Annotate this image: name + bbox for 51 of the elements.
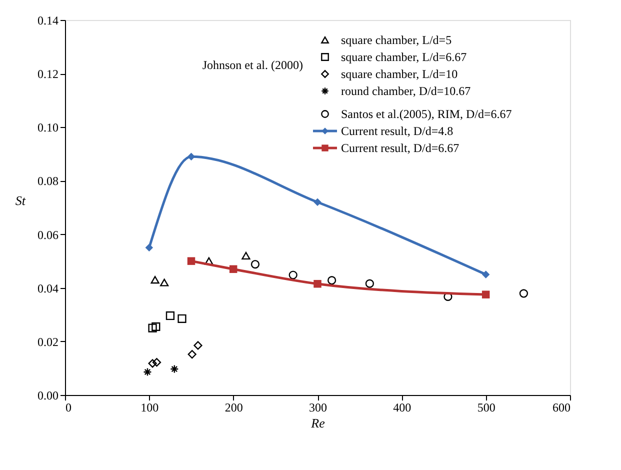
point [328,276,336,285]
legend-label: square chamber, L/d=5 [341,33,452,47]
point [242,252,250,260]
y-tick-label: 0.10 [38,120,58,135]
y-tick-label: 0.14 [38,14,58,28]
point [150,276,160,284]
y-tick-label: 0.12 [38,67,58,82]
x-tick-label: 200 [224,400,243,414]
point [204,257,214,265]
point [519,289,528,298]
point [229,265,238,273]
point [178,314,186,323]
x-tick-label: 300 [309,400,327,414]
point [143,368,152,376]
legend-label: Current result, D/d=6.67 [341,141,460,155]
y-tick-label: 0.04 [38,281,58,296]
point [314,280,322,288]
point [170,364,179,374]
y-axis-title: St [15,193,26,208]
legend-label: square chamber, L/d=10 [341,67,458,81]
point [152,358,162,367]
x-tick-label: 500 [477,400,496,414]
legend-label: Current result, D/d=4.8 [341,124,454,138]
x-tick-label: 400 [393,400,412,414]
point [152,322,160,332]
x-tick-label: 600 [552,400,570,414]
point [148,359,157,368]
annotation: Johnson et al. (2000) [202,58,303,72]
x-tick-label: 0 [66,400,72,414]
point [194,341,202,350]
point [145,244,154,252]
legend-label: Santos et al.(2005), RIM, D/d=6.67 [341,107,512,121]
y-tick-label: 0.08 [38,174,58,188]
y-tick-label: 0.00 [38,388,58,402]
point [148,324,157,332]
y-tick-label: 0.02 [38,334,58,349]
point [482,270,490,278]
point [187,257,196,265]
legend-label: round chamber, D/d=10.67 [341,84,471,98]
x-tick-label: 100 [140,400,159,414]
point [365,279,374,288]
point [166,311,175,320]
point [314,198,322,206]
legend-label: square chamber, L/d=6.67 [341,50,467,64]
point [250,260,260,269]
point [482,290,490,298]
point [160,278,169,286]
x-axis-title: Re [310,416,326,430]
point [288,270,298,280]
point [188,350,196,359]
y-tick-label: 0.06 [38,228,58,242]
